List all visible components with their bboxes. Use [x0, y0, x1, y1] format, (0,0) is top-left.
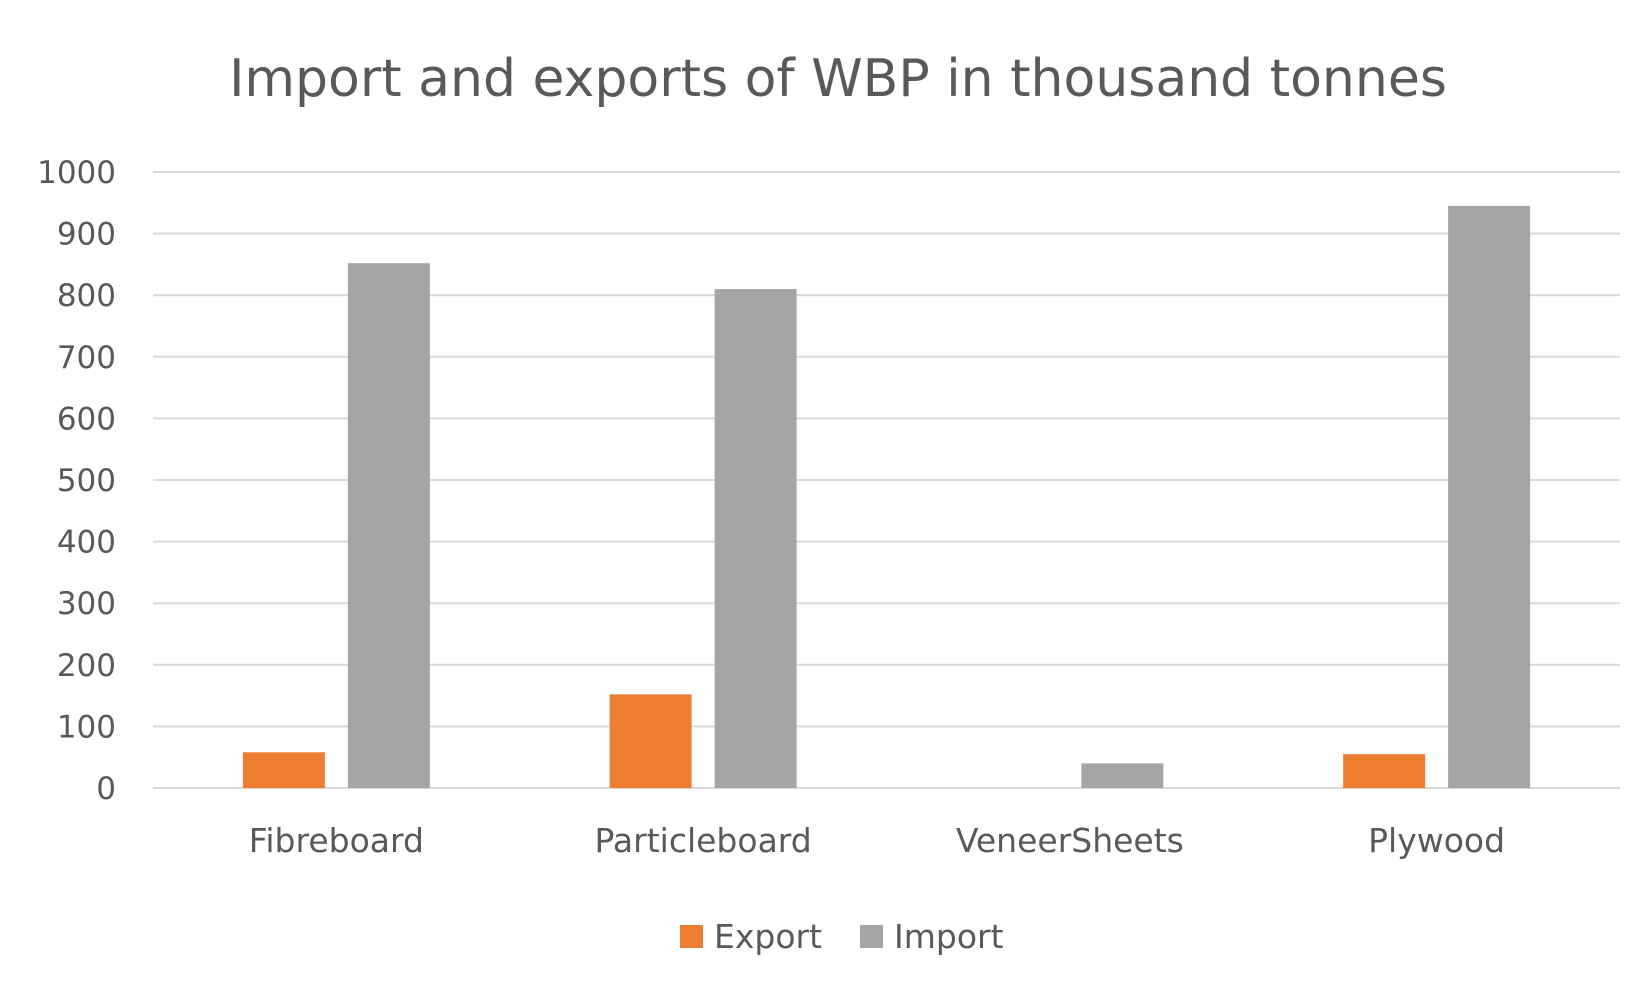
legend-swatch-export — [680, 925, 703, 948]
x-category-label: Plywood — [1368, 821, 1505, 860]
y-tick-label: 300 — [57, 586, 116, 622]
y-tick-label: 100 — [57, 709, 116, 745]
bar-import-fibreboard — [347, 263, 430, 789]
chart-title: Import and exports of WBP in thousand to… — [229, 49, 1447, 109]
legend-swatch-import — [860, 925, 883, 948]
legend: Export Import — [680, 917, 1004, 956]
y-tick-label: 700 — [57, 340, 116, 376]
x-category-label: VeneerSheets — [956, 821, 1184, 860]
bar-import-veneersheets — [1081, 763, 1164, 788]
x-axis-category-labels: Fibreboard Particleboard VeneerSheets Plywo… — [249, 821, 1505, 860]
bar-import-particleboard — [714, 289, 797, 788]
bar-export-plywood — [1343, 754, 1426, 788]
bar-export-particleboard — [609, 694, 692, 788]
x-category-label: Fibreboard — [249, 821, 424, 860]
y-tick-label: 0 — [96, 771, 116, 807]
y-tick-label: 1000 — [37, 155, 116, 191]
legend-label-import: Import — [894, 917, 1004, 956]
bar-export-fibreboard — [242, 752, 325, 788]
y-tick-label: 500 — [57, 463, 116, 499]
legend-label-export: Export — [714, 917, 822, 956]
y-tick-label: 800 — [57, 278, 116, 314]
y-tick-label: 900 — [57, 217, 116, 253]
y-tick-label: 600 — [57, 401, 116, 437]
x-category-label: Particleboard — [595, 821, 812, 860]
bars — [242, 205, 1531, 789]
y-tick-label: 400 — [57, 525, 116, 561]
bar-import-plywood — [1448, 205, 1531, 788]
y-tick-label: 200 — [57, 648, 116, 684]
y-axis-tick-labels: 0 100 200 300 400 500 600 700 800 900 1000 — [37, 155, 116, 807]
